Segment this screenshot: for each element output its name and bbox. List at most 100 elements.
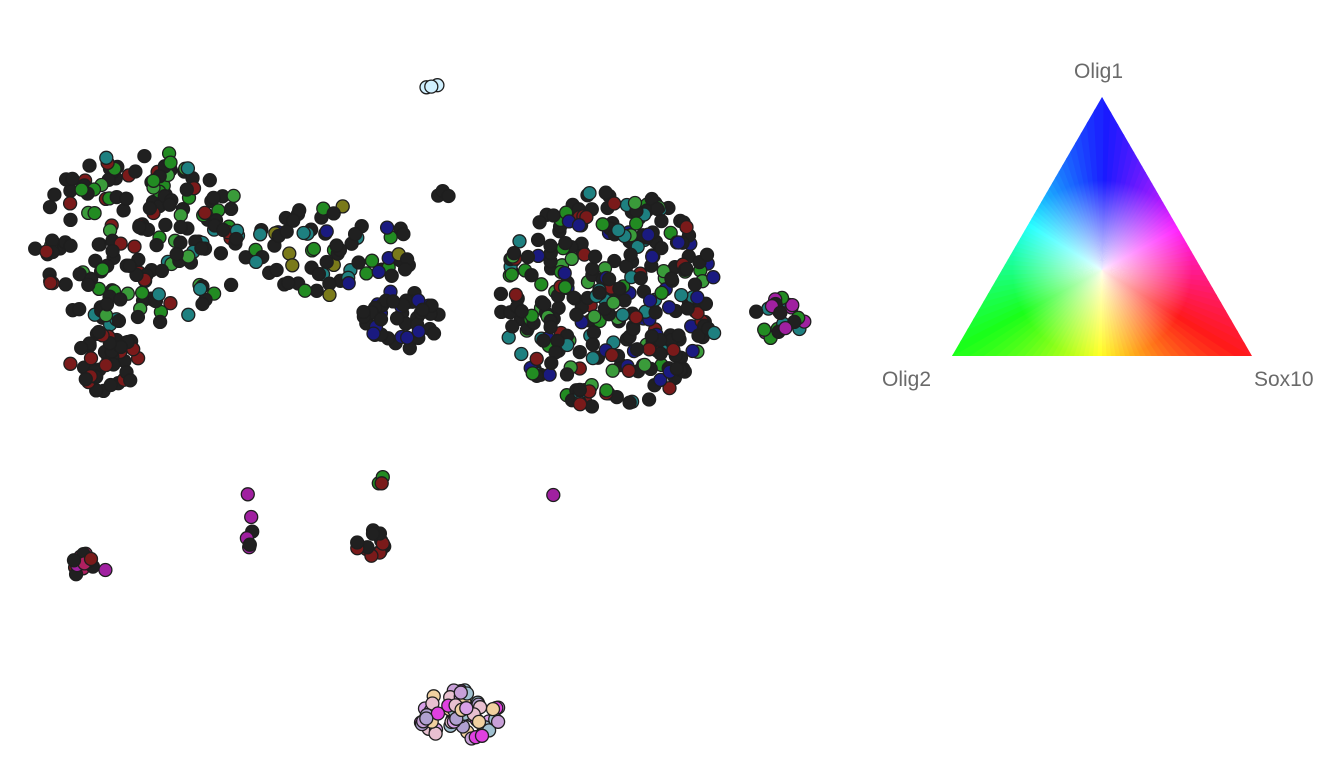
scatter-point-upper-left (111, 313, 127, 329)
scatter-point-upper-left (91, 237, 106, 252)
scatter-point-left-lower-tail (63, 356, 78, 371)
scatter-point-upper-left (47, 187, 62, 202)
scatter-point-upper-left (173, 219, 188, 235)
scatter-point-upper-left (122, 258, 137, 273)
scatter-point-bridge (396, 226, 411, 242)
scatter-point-right-big (529, 351, 544, 367)
scatter-point-upper-left (39, 244, 54, 259)
scatter-point-upper-left (154, 263, 170, 279)
scatter-point-far-right (757, 322, 772, 337)
scatter-point-bridge (341, 276, 356, 291)
scatter-point-bridge (351, 255, 366, 270)
scatter-point-right-big (505, 319, 520, 334)
scatter-point-upper-left (179, 182, 194, 197)
scatter-point-bridge-tail (389, 311, 405, 326)
scatter-point-right-big (699, 247, 715, 262)
scatter-point-mid-dots (441, 188, 456, 204)
scatter-point-right-big (557, 265, 572, 281)
scatter-point-upper-left (223, 277, 239, 293)
scatter-point-bridge-tail (400, 330, 415, 345)
scatter-point-upper-left (119, 191, 134, 206)
scatter-point-right-big (536, 333, 551, 348)
scatter-point-right-big (598, 185, 613, 200)
scatter-point-bridge (379, 220, 395, 235)
scatter-point-bridge (292, 203, 307, 218)
scatter-point-right-big (532, 215, 547, 230)
scatter-point-right-big (493, 286, 509, 302)
scatter-point-right-big (628, 310, 644, 325)
scatter-point-left-lower-tail (78, 372, 93, 387)
scatter-point-upper-left (181, 249, 196, 264)
scatter-point-right-big (637, 357, 652, 373)
scatter-point-right-big (506, 246, 522, 261)
scatter-point-upper-left (65, 171, 80, 187)
scatter-point-right-big (642, 293, 658, 308)
scatter-point-right-big (612, 281, 627, 296)
scatter-point-upper-left (63, 238, 78, 253)
scatter-point-right-big (650, 201, 665, 217)
scatter-point-top-center (424, 79, 439, 94)
scatter-point-right-big (585, 261, 600, 277)
scatter-point-bridge (326, 206, 341, 221)
scatter-point-far-right (778, 320, 793, 336)
scatter-point-right-big (669, 361, 684, 376)
scatter-point-far-right (785, 297, 800, 313)
scatter-point-right-big (706, 325, 722, 341)
scatter-point-right-big (661, 300, 677, 315)
scatter-point-right-big (629, 216, 644, 231)
scatter-point-right-big (654, 213, 669, 229)
legend-label-bottom-left: Olig2 (882, 368, 932, 391)
scatter-point-right-big (621, 363, 637, 378)
scatter-point-right-big (666, 342, 681, 358)
scatter-point-upper-left (228, 231, 244, 247)
scatter-point-right-big (544, 355, 559, 371)
scatter-point-upper-left (99, 297, 115, 312)
scatter-point-right-big (679, 261, 694, 277)
scatter-point-bridge (269, 262, 284, 278)
scatter-point-upper-left (132, 219, 147, 235)
scatter-point-upper-left (151, 287, 166, 302)
scatter-point-upper-left (146, 173, 161, 188)
scatter-point-right-big (674, 287, 689, 303)
scatter-point-bridge (384, 268, 399, 283)
scatter-point-right-big (546, 208, 561, 223)
scatter-point-right-big (654, 285, 669, 301)
scatter-point-right-big (706, 270, 721, 285)
scatter-point-bridge-tail (373, 312, 389, 327)
scatter-point-bridge (282, 246, 297, 261)
scatter-point-upper-left (149, 237, 164, 253)
scatter-point-right-big (559, 367, 575, 382)
scatter-point-right-big (641, 392, 657, 407)
scatter-point-upper-left (95, 262, 110, 277)
scatter-point-right-big (514, 304, 529, 319)
scatter-point-right-big (633, 271, 648, 286)
scatter-point-upper-left (152, 314, 168, 330)
scatter-point-upper-left (105, 243, 120, 259)
scatter-point-right-big (584, 399, 600, 414)
scatter-point-right-big (582, 185, 597, 201)
scatter-point-upper-left (206, 190, 221, 206)
scatter-point-left-small (83, 551, 99, 567)
scatter-point-right-big (586, 325, 602, 340)
scatter-point-upper-left (63, 212, 78, 228)
scatter-point-bridge (248, 254, 264, 270)
scatter-point-bridge (311, 266, 327, 282)
scatter-point-bridge-tail (415, 302, 430, 317)
scatter-point-bridge-tail (426, 326, 442, 341)
scatter-point-right-big (671, 235, 686, 250)
scatter-point-upper-left (134, 285, 150, 300)
scatter-point-right-big (558, 235, 573, 251)
scatter-point-bottom-center (453, 685, 468, 700)
scatter-point-right-big (520, 249, 536, 265)
scatter-point-right-big (623, 247, 638, 262)
scatter-point-upper-left (162, 197, 177, 212)
scatter-point-bridge (371, 264, 386, 280)
scatter-point-upper-left (223, 201, 239, 217)
legend-label-top: Olig1 (1074, 60, 1124, 83)
scatter-point-upper-left (113, 292, 128, 307)
scatter-point-bridge (306, 241, 322, 257)
scatter-point-bottom-center (474, 728, 490, 743)
scatter-plot (28, 78, 812, 746)
scatter-point-upper-left (213, 246, 229, 261)
scatter-point-right-big (664, 271, 679, 286)
